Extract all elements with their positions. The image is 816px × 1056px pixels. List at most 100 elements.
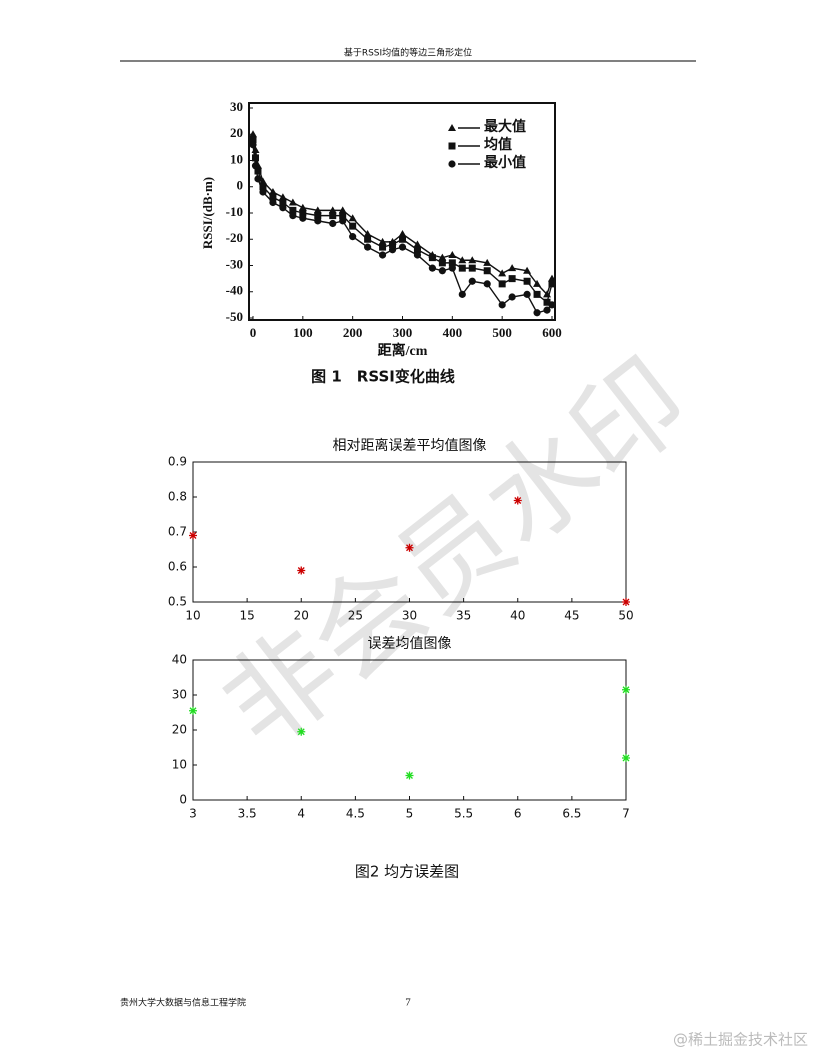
figure-caption: 图 1 RSSI变化曲线 [311,368,455,386]
x-tick-label: 6 [514,807,522,821]
legend-label: 最大值 [484,118,526,135]
marker [189,706,197,715]
marker [364,235,372,243]
legend-label: 均值 [484,136,512,153]
marker [254,167,262,175]
marker [269,198,277,207]
marker [513,496,522,505]
marker [508,293,516,301]
marker [268,188,277,195]
marker [508,275,516,283]
legend-label: 最小值 [484,154,526,171]
marker [254,175,262,183]
marker [249,141,257,149]
x-tick-label: 4.5 [346,807,365,821]
y-tick-label: 40 [172,653,187,667]
marker [297,727,306,736]
marker [389,241,397,248]
marker [448,259,456,267]
x-tick-label: 3.5 [238,807,257,821]
footer-text: 贵州大学大数据与信息工程学院 [120,997,246,1009]
y-tick-label: 0 [237,178,244,193]
watermark: 非会员水印 [199,334,711,773]
y-tick-label: 0.9 [168,455,187,469]
marker [363,230,372,237]
x-tick-label: 4 [297,807,305,821]
y-tick-label: -30 [226,256,243,271]
marker [448,264,456,272]
marker [458,264,466,272]
marker [328,206,337,214]
marker [548,274,556,282]
legend-marker [448,124,456,131]
marker [468,277,476,285]
marker [448,251,457,258]
marker [289,206,297,214]
chart-title: 相对距离误差平均值图像 [333,437,487,454]
marker [548,301,556,309]
x-tick-label: 25 [348,609,363,623]
x-tick-label: 50 [618,609,633,623]
marker [378,251,387,259]
x-tick-label: 40 [510,609,525,623]
y-tick-label: 0.6 [168,560,187,574]
marker [405,543,414,552]
legend-marker [448,142,456,150]
marker [299,214,307,222]
marker [413,240,422,248]
charts: 0 100 200 300 400 500 600-50-40-30-20-10010203… [168,99,634,821]
marker [428,254,436,262]
x-tick-label: 45 [564,609,579,623]
y-tick-label: 10 [230,151,243,166]
x-tick-label: 5 [406,807,414,821]
y-tick-label: -50 [226,309,243,324]
marker [269,193,277,201]
chart-title: 误差均值图像 [368,636,452,652]
marker [298,203,307,211]
marker [251,162,260,170]
marker [338,206,347,214]
marker [251,154,259,162]
legend-marker [448,160,456,168]
marker [364,243,372,251]
marker [543,306,551,314]
marker [259,183,267,191]
x-tick-label: 7 [622,807,630,821]
marker [523,266,532,274]
marker [458,290,466,298]
y-tick-label: 0.5 [168,595,187,609]
y-tick-label: 30 [172,688,187,702]
marker [339,212,347,220]
marker [483,267,491,275]
marker [348,214,357,222]
y-tick-label: 20 [172,723,187,737]
y-tick-label: 10 [172,758,187,772]
y-tick-label: 0.7 [168,525,187,539]
marker [468,256,477,264]
marker [329,219,337,228]
y-tick-label: 0 [179,793,187,807]
x-tick-label: 6.5 [562,807,581,821]
x-tick-label: 3 [189,807,197,821]
marker [498,301,506,309]
marker [259,188,267,196]
credit: @稀土掘金技术社区 [673,1031,808,1049]
marker [622,598,630,606]
y-tick-label: 20 [230,125,243,140]
marker [289,212,297,220]
y-tick-label: 30 [230,99,243,114]
marker [398,230,407,237]
marker [622,754,630,762]
marker [279,199,287,206]
marker [428,264,436,272]
marker [533,309,541,317]
x-tick-label: 0 [250,325,257,340]
marker [498,269,507,277]
x-tick-label: 35 [456,609,471,623]
marker [405,771,414,780]
y-tick-label: -10 [226,204,243,219]
marker [349,222,357,230]
marker [399,235,406,243]
marker [278,193,287,201]
